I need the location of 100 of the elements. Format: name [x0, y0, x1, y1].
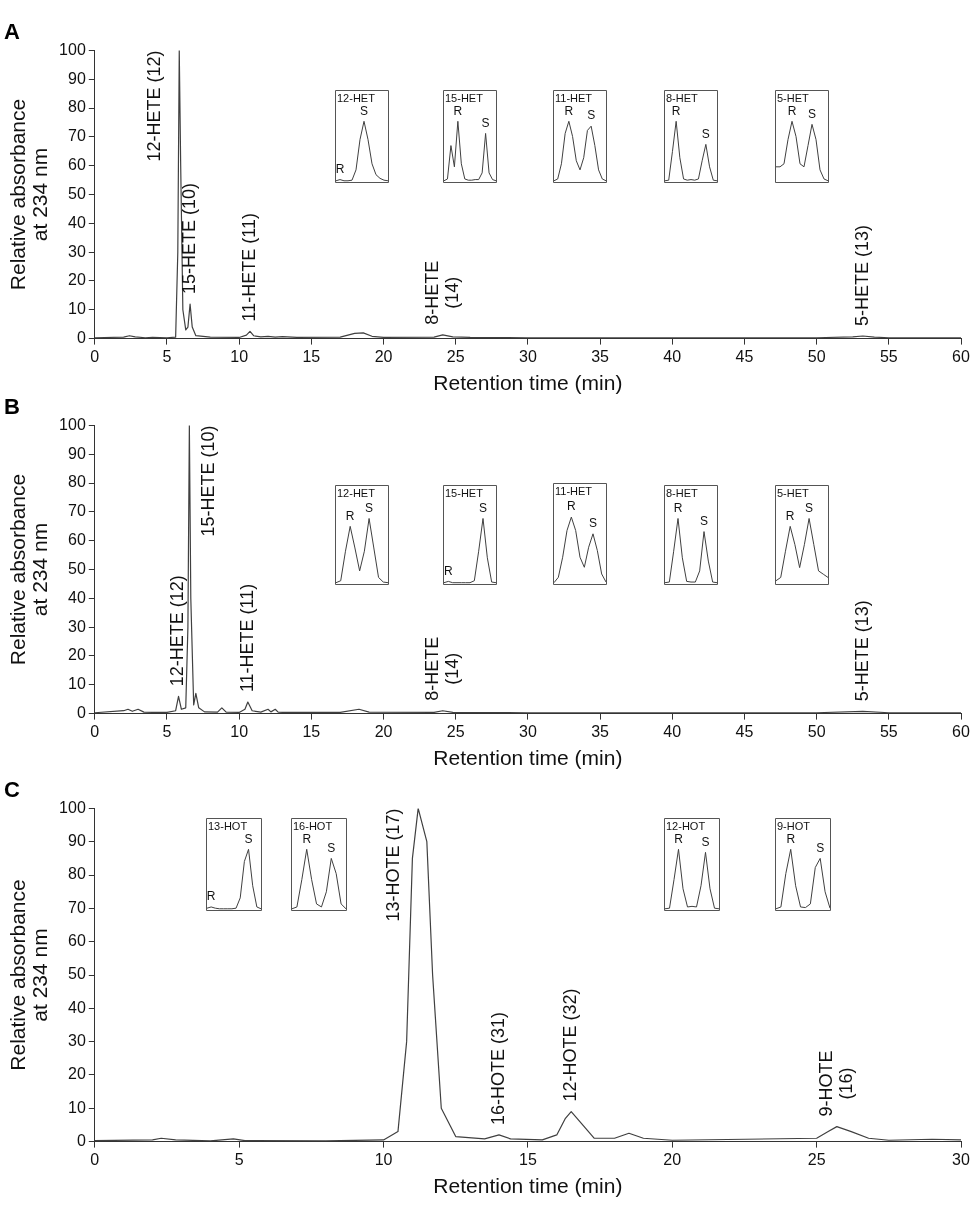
y-tick-label: 10: [68, 675, 86, 693]
annotation: R: [785, 508, 795, 523]
y-tick-label: 40: [68, 588, 86, 606]
y-tick-label: 30: [68, 242, 86, 260]
y-tick-label: 20: [68, 646, 86, 664]
y-tick-label: 50: [68, 184, 86, 202]
y-tick-label: 10: [68, 300, 86, 318]
y-tick-label: 10: [68, 1098, 86, 1116]
annotation: 9-HOTE (16): [815, 1050, 856, 1117]
annotation: 5-HETE (13): [851, 600, 872, 702]
y-tick-label: 70: [68, 127, 86, 145]
x-tick-label: 15: [302, 347, 321, 365]
annotation: R: [673, 500, 683, 515]
annotation: S: [699, 513, 709, 528]
annotation: S: [478, 500, 488, 515]
annotation: 15-HETE (10): [198, 425, 219, 537]
x-tick-label: 55: [879, 722, 898, 740]
x-tick-label: 45: [735, 722, 754, 740]
x-tick-label: 5: [234, 1150, 244, 1168]
annotation: 8-HETE (14): [421, 260, 462, 325]
annotation: R: [206, 889, 216, 904]
annotation: 15-HETE (10): [179, 182, 200, 295]
chart-title: 5-HET: [777, 486, 810, 499]
chart-title: 12-HET: [337, 486, 376, 499]
annotation: S: [816, 840, 825, 855]
chart-title: C: [4, 777, 20, 803]
x-tick-label: 35: [591, 347, 610, 365]
annotation: R: [335, 161, 345, 176]
annotation: R: [302, 831, 312, 846]
chart-title: 12-HET: [337, 91, 376, 104]
x-tick-label: 10: [230, 347, 249, 365]
y-tick-label: 30: [68, 1032, 86, 1050]
y-tick-label: 0: [76, 329, 86, 347]
x-tick-label: 20: [663, 1150, 682, 1168]
y-tick-label: 80: [68, 473, 86, 491]
x-tick-label: 15: [519, 1150, 537, 1168]
y-axis-title: Relative absorbance at 234 nm: [5, 879, 51, 1071]
annotation: R: [786, 831, 796, 846]
annotation: S: [587, 108, 596, 123]
annotation: R: [671, 103, 681, 118]
chart-title: 12-HOT: [666, 819, 706, 832]
x-tick-label: 40: [663, 347, 682, 365]
x-tick-label: 50: [807, 722, 826, 740]
annotation: S: [365, 500, 374, 515]
y-tick-label: 0: [76, 704, 86, 722]
annotation: S: [359, 103, 369, 118]
x-axis-title: Retention time (min): [433, 371, 623, 395]
x-tick-label: 0: [90, 722, 100, 740]
chart-title: 16-HOT: [293, 819, 333, 832]
annotation: S: [805, 500, 814, 515]
y-tick-label: 20: [68, 1065, 86, 1083]
x-axis-title: Retention time (min): [433, 1174, 623, 1198]
x-tick-label: 5: [162, 347, 172, 365]
annotation: R: [564, 103, 574, 118]
chart-title: 5-HET: [777, 91, 810, 104]
x-tick-label: 30: [519, 722, 537, 740]
chart-title: 8-HET: [666, 486, 699, 499]
annotation: 5-HETE (13): [851, 224, 872, 327]
annotation: S: [807, 106, 817, 121]
y-tick-label: 100: [59, 40, 86, 58]
annotation: S: [327, 840, 336, 855]
y-tick-label: 70: [68, 898, 86, 916]
x-tick-label: 25: [446, 347, 465, 365]
y-tick-label: 70: [68, 502, 86, 520]
y-tick-label: 100: [59, 415, 86, 433]
x-tick-label: 30: [519, 347, 537, 365]
x-tick-label: 40: [663, 722, 682, 740]
x-tick-label: 60: [952, 722, 970, 740]
x-tick-label: 50: [807, 347, 826, 365]
annotation: R: [674, 831, 684, 846]
y-tick-label: 30: [68, 617, 86, 635]
annotation: 12-HETE (12): [167, 575, 188, 687]
annotation: R: [787, 103, 797, 118]
chart-title: 15-HET: [445, 91, 484, 104]
annotation: 12-HETE (12): [144, 50, 165, 162]
chart-title: A: [4, 19, 20, 45]
annotation: S: [701, 126, 710, 141]
x-tick-label: 55: [879, 347, 898, 365]
chart-title: 15-HET: [445, 486, 484, 499]
annotation: R: [444, 563, 453, 578]
y-tick-label: 0: [76, 1132, 86, 1150]
x-tick-label: 10: [374, 1150, 393, 1168]
y-tick-label: 80: [68, 98, 86, 116]
annotation: R: [567, 499, 576, 514]
y-tick-label: 40: [68, 998, 86, 1016]
y-tick-label: 90: [68, 832, 86, 850]
x-tick-label: 0: [90, 347, 100, 365]
x-axis-title: Retention time (min): [433, 746, 623, 770]
x-tick-label: 35: [591, 722, 610, 740]
annotation: 16-HOTE (31): [487, 1011, 508, 1125]
annotation: 8-HETE (14): [421, 636, 462, 701]
y-tick-label: 50: [68, 559, 86, 577]
x-tick-label: 20: [374, 347, 393, 365]
y-tick-label: 20: [68, 271, 86, 289]
x-tick-label: 25: [446, 722, 465, 740]
annotation: 11-HETE (11): [236, 583, 257, 693]
x-tick-label: 25: [807, 1150, 826, 1168]
chart-title: 9-HOT: [777, 819, 811, 832]
chart-title: B: [4, 394, 20, 420]
x-tick-label: 20: [374, 722, 393, 740]
